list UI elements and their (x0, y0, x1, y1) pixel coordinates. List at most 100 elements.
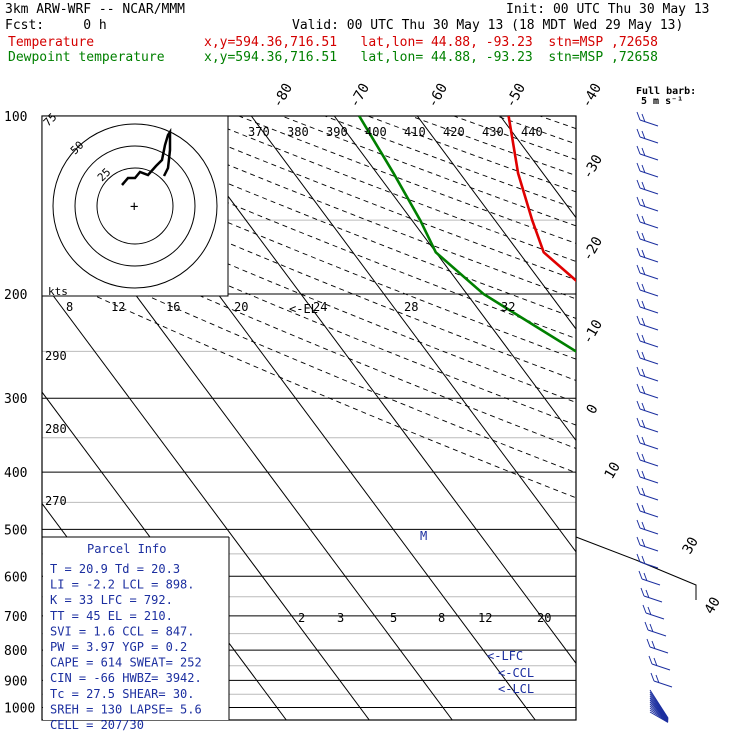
pressure-label-100: 100 (4, 110, 27, 125)
pressure-label-600: 600 (4, 570, 27, 585)
dewpoint-line (358, 116, 576, 353)
wind-barb (649, 646, 669, 654)
wind-barb-flag (641, 368, 646, 378)
temperature-legend: Temperature (8, 35, 95, 50)
wind-barb-flag (641, 147, 646, 157)
wind-barb-flag (641, 504, 646, 514)
dry-adiabat-260 (42, 247, 576, 474)
wind-barb-low (649, 705, 669, 722)
wind-barb-flag (636, 230, 641, 240)
profiles (358, 116, 576, 353)
wind-barb-flag (636, 128, 641, 138)
hodo-speed-tick: 24 (313, 300, 327, 314)
pressure-label-900: 900 (4, 674, 27, 689)
pressure-label-1000: 1000 (4, 701, 35, 716)
wind-barb-flag (638, 570, 643, 580)
dry-adiabat-370 (238, 116, 576, 244)
isotherm-label-top: -60 (425, 81, 452, 111)
isotherm-label-right: 0 (584, 402, 602, 417)
wind-barb (653, 680, 673, 688)
wind-barb-flag (641, 164, 646, 174)
forecast-hour: Fcst: 0 h (5, 18, 107, 33)
isotherm--30 (666, 116, 740, 720)
wind-barb-flag (641, 334, 646, 344)
wind-barb-low (649, 707, 669, 722)
wind-barb (651, 663, 671, 671)
wind-barb (639, 323, 659, 331)
isotherm-label-right: -10 (580, 317, 607, 347)
wind-barb (639, 153, 659, 161)
pressure-label-500: 500 (4, 523, 27, 538)
plot-frame (41, 115, 577, 721)
wind-barb-flag (636, 451, 641, 461)
parcel-info-row: K = 33 LFC = 792. (50, 593, 173, 607)
theta-label: 370 (248, 125, 270, 139)
wind-barb (639, 170, 659, 178)
wind-barb-flag (641, 419, 646, 429)
wind-barb-flag (636, 281, 641, 291)
ccl-marker: <-CCL (498, 666, 534, 680)
wind-barb-flag (647, 606, 652, 616)
parcel-info-row: Tc = 27.5 SHEAR= 30. (50, 687, 195, 701)
dry-adiabat-420 (453, 116, 576, 161)
wind-barb (639, 136, 659, 144)
isotherm--40 (583, 116, 740, 720)
init-time: Init: 00 UTC Thu 30 May 13 (506, 2, 710, 17)
wind-barb-flag (636, 485, 641, 495)
theta-label: 420 (443, 125, 465, 139)
dewpoint-legend: Dewpoint temperature (8, 50, 165, 65)
theta-label: 390 (326, 125, 348, 139)
wind-barb (639, 289, 659, 297)
hodo-speed-tick: 32 (501, 300, 515, 314)
wind-barb-flag (641, 198, 646, 208)
wind-barb (639, 119, 659, 127)
wind-barb (641, 578, 661, 586)
wind-barb-flag (636, 315, 641, 325)
wind-barb-flag (636, 179, 641, 189)
wind-barb-flag (643, 572, 648, 582)
wind-barb-flag (636, 264, 641, 274)
wind-barb (645, 612, 665, 620)
wind-barb-flag (636, 400, 641, 410)
wind-barb-flag (641, 521, 646, 531)
mixing-ratio-label: 12 (478, 611, 492, 625)
parcel-info-row: TT = 45 EL = 210. (50, 609, 173, 623)
m-marker: M (420, 529, 427, 543)
parcel-info-row: SREH = 130 LAPSE= 5.6 (50, 702, 202, 716)
wind-barb-flag (641, 453, 646, 463)
dry-adiabat-380 (281, 116, 576, 227)
wind-barb (639, 391, 659, 399)
frame-extension (575, 536, 697, 600)
wind-barb (639, 204, 659, 212)
wind-barb-flag (645, 589, 650, 599)
wind-barb-flag (655, 674, 660, 684)
wind-barb-flag (642, 604, 647, 614)
wind-barb-flag (641, 181, 646, 191)
wind-barb-flag (636, 162, 641, 172)
wind-barb-flag (648, 655, 653, 665)
hodo-units: kts (48, 285, 68, 298)
theta-side-label: 280 (45, 422, 67, 436)
wind-barb-flag (644, 621, 649, 631)
parcel-box-bg (43, 537, 229, 720)
wind-barb-flag (641, 385, 646, 395)
parcel-info-row: CIN = -66 HWBZ= 3942. (50, 671, 202, 685)
wind-barb-flag (641, 487, 646, 497)
theta-side-label: 290 (45, 349, 67, 363)
wind-barb (639, 408, 659, 416)
pressure-label-200: 200 (4, 288, 27, 303)
isotherm-label-top: -40 (579, 81, 606, 111)
mixing-ratio-label: 8 (438, 611, 445, 625)
wind-barb-flag (641, 317, 646, 327)
pressure-label-800: 800 (4, 644, 27, 659)
pressure-label-300: 300 (4, 392, 27, 407)
dry-adiabat-400 (367, 116, 576, 193)
isotherm--90 (167, 116, 576, 665)
wind-barb (639, 459, 659, 467)
wind-barb (639, 255, 659, 263)
parcel-info-row: SVI = 1.6 CCL = 847. (50, 624, 195, 638)
wind-barb (639, 238, 659, 246)
wind-barb-flag (636, 213, 641, 223)
